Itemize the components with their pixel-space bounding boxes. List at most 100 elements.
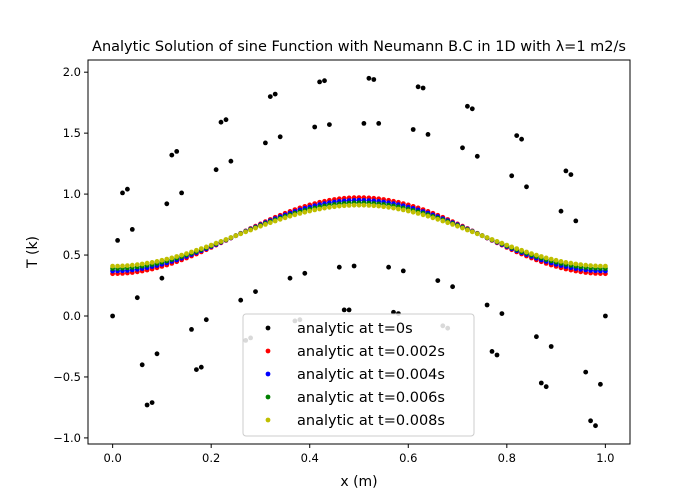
data-point — [169, 152, 175, 158]
data-point — [435, 216, 441, 222]
data-point — [514, 246, 520, 252]
legend-label: analytic at t=0.004s — [297, 367, 445, 383]
data-point — [253, 225, 258, 231]
data-point — [469, 229, 475, 235]
data-point — [287, 275, 293, 281]
data-point — [381, 204, 386, 210]
data-point — [198, 246, 204, 252]
data-point — [489, 237, 495, 242]
data-point — [538, 254, 544, 259]
data-point — [346, 307, 352, 313]
y-tick-label: 0.5 — [63, 248, 81, 262]
data-point — [341, 203, 347, 209]
data-point — [267, 94, 273, 99]
data-point — [514, 133, 520, 139]
data-point — [198, 364, 204, 370]
data-point — [415, 84, 421, 90]
data-point — [568, 260, 574, 266]
data-point — [134, 262, 140, 267]
data-point — [213, 167, 219, 173]
series-4-points — [110, 202, 608, 269]
data-point — [529, 251, 534, 256]
legend-label: analytic at t=0.006s — [297, 390, 445, 406]
data-point — [509, 173, 515, 179]
data-point — [450, 222, 455, 227]
data-point — [125, 263, 130, 268]
data-point — [598, 381, 603, 387]
data-point — [543, 384, 549, 390]
data-points — [110, 75, 608, 429]
data-point — [400, 207, 406, 213]
y-tick-label: 1.0 — [63, 187, 81, 201]
data-point — [534, 252, 539, 258]
data-point — [465, 103, 470, 109]
data-point — [376, 203, 382, 209]
data-point — [159, 257, 165, 263]
data-point — [332, 204, 337, 210]
data-point — [479, 233, 485, 239]
data-point — [228, 235, 234, 241]
data-point — [366, 75, 372, 81]
data-point — [307, 208, 313, 214]
data-point — [573, 218, 579, 224]
data-point — [302, 270, 308, 276]
data-point — [322, 78, 327, 84]
data-point — [194, 247, 199, 253]
data-point — [267, 220, 273, 226]
data-point — [361, 202, 367, 208]
legend-marker — [265, 394, 271, 400]
data-point — [455, 223, 460, 229]
data-point — [272, 91, 278, 97]
data-point — [169, 255, 175, 261]
data-point — [277, 216, 283, 222]
data-point — [144, 260, 150, 266]
data-point — [504, 242, 510, 248]
legend-label: analytic at t=0.008s — [297, 413, 445, 429]
data-point — [218, 239, 224, 244]
data-point — [499, 311, 505, 316]
data-point — [603, 313, 608, 319]
data-point — [474, 231, 480, 237]
data-point — [272, 218, 278, 224]
chart-title: Analytic Solution of sine Function with … — [92, 39, 626, 55]
data-point — [465, 227, 470, 233]
data-point — [174, 149, 180, 154]
data-point — [341, 307, 347, 313]
data-point — [238, 297, 244, 303]
data-point — [445, 220, 451, 226]
legend-marker — [265, 371, 271, 377]
data-point — [125, 186, 130, 192]
data-point — [282, 215, 288, 221]
data-point — [179, 190, 185, 196]
data-point — [129, 262, 135, 268]
data-point — [356, 202, 362, 208]
data-point — [435, 278, 441, 283]
y-tick-label: 2.0 — [63, 65, 81, 79]
data-point — [149, 260, 155, 265]
data-point — [336, 203, 342, 209]
x-axis-ticks: 0.0 0.2 0.4 0.6 0.8 1.0 — [103, 444, 615, 465]
data-point — [110, 313, 115, 319]
x-tick-label: 0.8 — [498, 451, 516, 465]
data-point — [588, 263, 593, 268]
data-point — [524, 184, 529, 190]
data-point — [346, 203, 352, 208]
data-point — [233, 233, 239, 239]
data-point — [149, 400, 155, 405]
data-point — [469, 106, 475, 112]
data-point — [386, 264, 391, 270]
data-point — [179, 252, 185, 258]
data-point — [415, 211, 421, 216]
data-point — [302, 209, 308, 215]
data-point — [420, 212, 426, 218]
data-point — [543, 255, 549, 261]
series-0-points — [110, 75, 608, 429]
legend-label: analytic at t=0.002s — [297, 344, 445, 360]
data-point — [534, 334, 539, 340]
legend-marker — [265, 348, 271, 354]
data-point — [460, 145, 465, 151]
data-point — [440, 218, 446, 224]
data-point — [494, 352, 500, 358]
x-tick-label: 0.6 — [399, 451, 417, 465]
data-point — [499, 240, 505, 246]
